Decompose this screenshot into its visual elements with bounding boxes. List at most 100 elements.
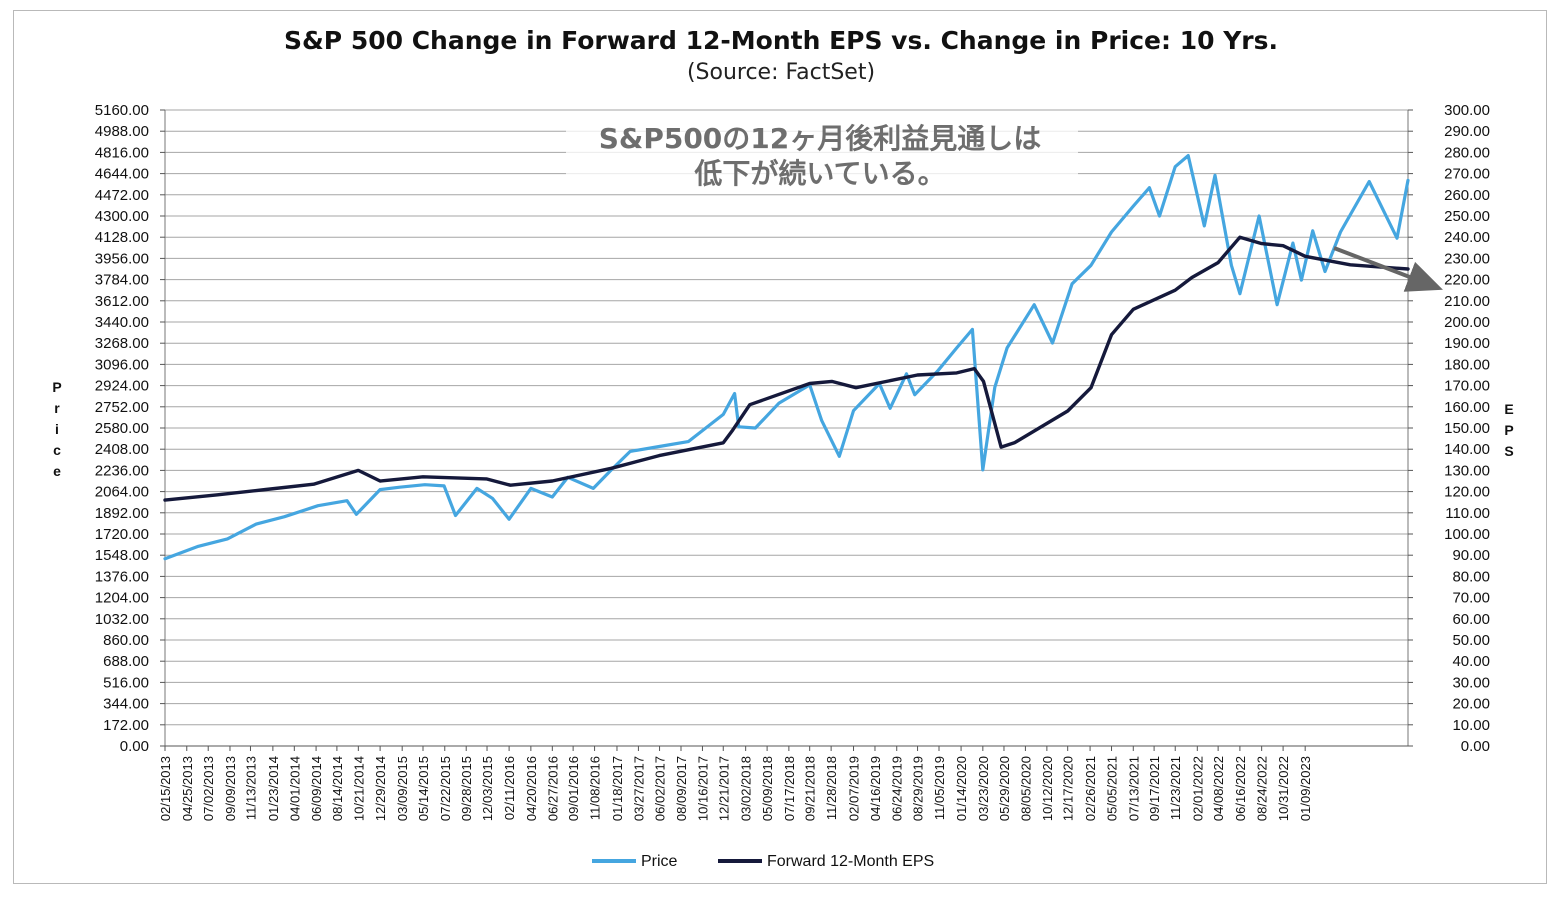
- y-left-tick-label: 3956.00: [95, 250, 149, 267]
- x-tick-label: 06/16/2022: [1233, 756, 1248, 821]
- y-right-tick-label: 130.00: [1444, 462, 1490, 479]
- y-right-tick-label: 150.00: [1444, 420, 1490, 437]
- y-right-axis-label-letter: E: [1504, 401, 1513, 417]
- y-left-tick-label: 3784.00: [95, 272, 149, 289]
- y-left-tick-label: 2408.00: [95, 441, 149, 458]
- x-tick-label: 07/13/2021: [1126, 756, 1141, 821]
- x-tick-label: 11/05/2019: [932, 756, 947, 820]
- trend-arrow-line: [1333, 246, 1443, 292]
- y-left-tick-label: 2924.00: [95, 378, 149, 395]
- x-tick-label: 11/28/2018: [824, 756, 839, 820]
- y-right-tick-label: 270.00: [1444, 166, 1490, 183]
- x-tick-label: 11/13/2013: [243, 756, 258, 820]
- y-left-tick-label: 688.00: [103, 653, 149, 670]
- y-right-tick-label: 210.00: [1444, 293, 1490, 310]
- y-left-tick-label: 3612.00: [95, 293, 149, 310]
- x-tick-label: 02/11/2016: [502, 756, 517, 820]
- x-tick-label: 06/02/2017: [653, 756, 668, 821]
- y-right-tick-label: 260.00: [1444, 187, 1490, 204]
- x-tick-label: 07/17/2018: [782, 756, 797, 821]
- x-tick-label: 12/17/2020: [1061, 756, 1076, 821]
- x-tick-label: 08/24/2022: [1255, 756, 1270, 821]
- x-tick-label: 04/01/2014: [287, 756, 302, 821]
- y-right-tick-label: 180.00: [1444, 356, 1490, 373]
- y-left-axis-label-letter: P: [52, 379, 61, 395]
- y-left-tick-label: 3268.00: [95, 335, 149, 352]
- y-right-tick-label: 80.00: [1452, 568, 1490, 585]
- x-tick-label: 02/26/2021: [1083, 756, 1098, 821]
- x-tick-label: 08/05/2020: [1018, 756, 1033, 821]
- y-left-tick-label: 4128.00: [95, 229, 149, 246]
- legend-label-eps: Forward 12-Month EPS: [767, 853, 934, 870]
- x-tick-label: 09/21/2018: [803, 756, 818, 821]
- y-right-tick-label: 300.00: [1444, 102, 1490, 119]
- x-tick-label: 04/25/2013: [180, 756, 195, 821]
- y-right-axis-label-letter: P: [1504, 422, 1513, 438]
- y-left-tick-label: 860.00: [103, 632, 149, 649]
- x-tick-label: 12/29/2014: [373, 756, 388, 821]
- x-tick-label: 04/20/2016: [524, 756, 539, 821]
- y-left-tick-label: 2236.00: [95, 462, 149, 479]
- y-right-tick-label: 190.00: [1444, 335, 1490, 352]
- x-tick-label: 10/31/2022: [1276, 756, 1291, 821]
- x-tick-label: 05/14/2015: [416, 756, 431, 821]
- x-tick-label: 02/07/2019: [847, 756, 862, 821]
- x-tick-label: 04/08/2022: [1211, 756, 1226, 821]
- y-axis-right: 300.00 290.00 280.00 270.00 260.00 250.00 240.…: [1408, 102, 1514, 755]
- x-tick-label: 09/28/2015: [459, 756, 474, 821]
- trend-arrow: [1333, 246, 1443, 292]
- y-right-tick-label: 10.00: [1452, 717, 1490, 734]
- y-right-tick-label: 140.00: [1444, 441, 1490, 458]
- x-tick-label: 01/14/2020: [954, 756, 969, 821]
- series-line-eps: [163, 235, 1410, 502]
- x-tick-label: 06/09/2014: [309, 756, 324, 821]
- x-tick-label: 04/16/2019: [868, 756, 883, 821]
- y-right-tick-label: 290.00: [1444, 123, 1490, 140]
- y-right-tick-label: 30.00: [1452, 674, 1490, 691]
- x-tick-label: 03/02/2018: [739, 756, 754, 821]
- y-left-tick-label: 4816.00: [95, 144, 149, 161]
- y-right-tick-label: 230.00: [1444, 250, 1490, 267]
- y-left-tick-label: 1720.00: [95, 526, 149, 543]
- x-tick-label: 11/23/2021: [1168, 756, 1183, 820]
- y-left-tick-label: 1376.00: [95, 568, 149, 585]
- x-tick-label: 12/21/2017: [716, 756, 731, 821]
- legend-label-price: Price: [641, 853, 678, 870]
- x-tick-label: 01/09/2023: [1298, 756, 1313, 821]
- y-right-tick-label: 220.00: [1444, 272, 1490, 289]
- x-tick-label: 02/15/2013: [158, 756, 173, 821]
- y-right-tick-label: 20.00: [1452, 696, 1490, 713]
- annotation-line-2: 低下が続いている。: [693, 157, 945, 190]
- x-tick-label: 09/17/2021: [1147, 756, 1162, 821]
- y-right-tick-label: 40.00: [1452, 653, 1490, 670]
- x-tick-label: 11/08/2016: [588, 756, 603, 820]
- x-tick-label: 02/01/2022: [1190, 756, 1205, 821]
- x-axis: 02/15/2013 04/25/2013 07/02/2013 09/09/2013…: [158, 746, 1313, 821]
- y-left-tick-label: 5160.00: [95, 102, 149, 119]
- annotation-group: S&P500の12ヶ月後利益見通しは 低下が続いている。: [566, 117, 1078, 192]
- y-left-tick-label: 344.00: [103, 696, 149, 713]
- y-left-axis-label-letter: i: [55, 421, 59, 437]
- y-left-tick-label: 1032.00: [95, 611, 149, 628]
- y-left-tick-label: 2580.00: [95, 420, 149, 437]
- x-tick-label: 05/05/2021: [1105, 756, 1120, 821]
- x-tick-label: 08/14/2014: [330, 756, 345, 821]
- y-right-tick-label: 240.00: [1444, 229, 1490, 246]
- y-left-tick-label: 1548.00: [95, 547, 149, 564]
- y-left-tick-label: 4644.00: [95, 166, 149, 183]
- y-right-tick-label: 100.00: [1444, 526, 1490, 543]
- series-group: [163, 154, 1410, 561]
- y-left-tick-label: 4472.00: [95, 187, 149, 204]
- x-tick-label: 03/09/2015: [395, 756, 410, 821]
- y-left-axis-label-letter: e: [53, 463, 61, 479]
- y-right-tick-label: 280.00: [1444, 144, 1490, 161]
- y-left-tick-label: 1892.00: [95, 505, 149, 522]
- annotation-line-1: S&P500の12ヶ月後利益見通しは: [599, 122, 1042, 155]
- x-tick-label: 03/27/2017: [631, 756, 646, 821]
- x-tick-label: 10/16/2017: [695, 756, 710, 821]
- x-tick-label: 10/12/2020: [1040, 756, 1055, 821]
- y-left-tick-label: 4300.00: [95, 208, 149, 225]
- y-left-tick-label: 2064.00: [95, 484, 149, 501]
- y-left-tick-label: 4988.00: [95, 123, 149, 140]
